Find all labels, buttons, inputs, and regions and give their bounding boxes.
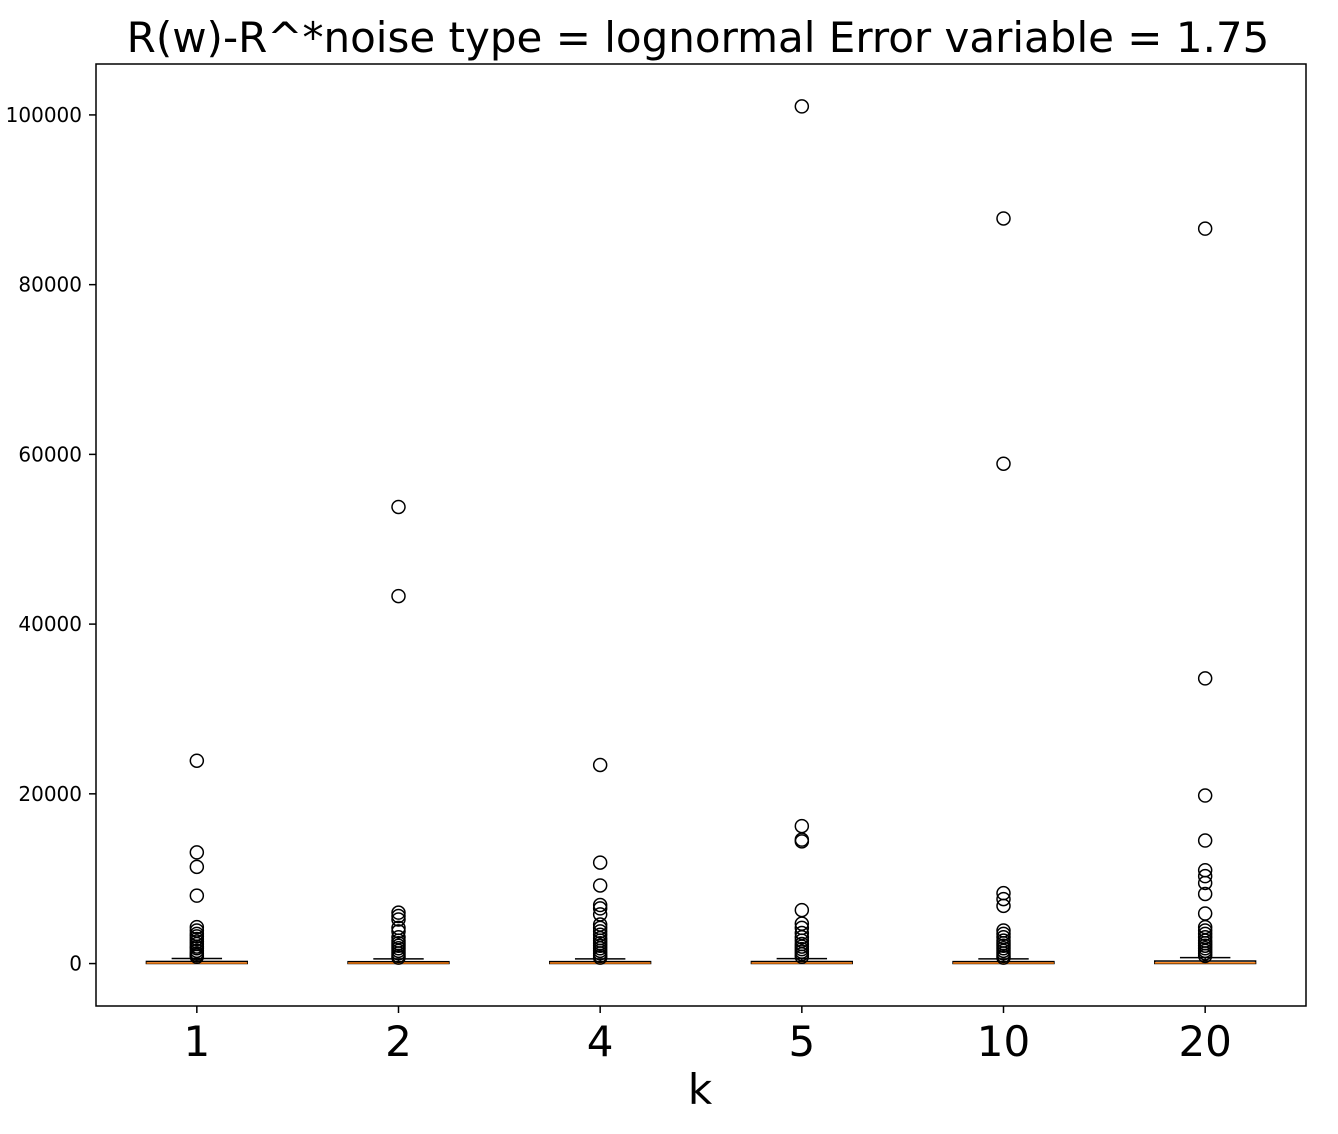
flier-point: [794, 949, 810, 965]
x-tick-label: 1: [183, 1017, 210, 1066]
y-tick-label: 0: [69, 952, 82, 976]
box-group-k-5: [750, 99, 854, 965]
flier-point: [1197, 886, 1213, 902]
flier-point: [996, 891, 1011, 907]
box-group-k-1: [145, 753, 249, 965]
y-tick-label: 60000: [18, 442, 82, 466]
x-tick-label: 2: [385, 1017, 412, 1066]
x-tick-label: 20: [1178, 1017, 1231, 1066]
plot-frame: [95, 63, 1307, 1007]
flier-point: [391, 924, 406, 939]
flier-point: [1197, 948, 1213, 964]
flier-point: [1197, 788, 1213, 803]
flier-point: [592, 878, 608, 893]
x-tick-label: 10: [977, 1017, 1030, 1066]
flier-point: [592, 855, 608, 870]
flier-point: [794, 930, 810, 945]
flier-point: [794, 834, 810, 849]
flier-point: [794, 818, 810, 834]
flier-point: [794, 99, 810, 114]
flier-point: [996, 456, 1011, 471]
flier-point: [592, 897, 608, 913]
x-tick-label: 4: [587, 1017, 614, 1066]
flier-point: [996, 211, 1011, 226]
flier-point: [391, 499, 406, 515]
flier-point: [189, 919, 205, 935]
box-group-k-20: [1154, 221, 1257, 965]
flier-point: [794, 902, 810, 918]
flier-point: [391, 905, 406, 920]
flier-point: [189, 845, 205, 860]
flier-point: [1197, 875, 1213, 891]
flier-point: [189, 859, 205, 875]
y-tick-label: 80000: [18, 273, 82, 297]
box-group-k-4: [549, 757, 652, 965]
boxes-layer: [145, 99, 1257, 965]
flier-point: [592, 924, 608, 939]
x-axis-label: k: [688, 1065, 713, 1114]
flier-point: [391, 908, 406, 924]
flier-point: [1197, 671, 1213, 686]
flier-point: [592, 757, 608, 773]
flier-point: [996, 898, 1011, 914]
flier-point: [592, 901, 608, 916]
y-tick-label: 100000: [6, 103, 82, 127]
y-tick-label: 20000: [18, 782, 82, 806]
flier-point: [592, 950, 608, 965]
flier-point: [1197, 926, 1213, 942]
flier-point: [1197, 868, 1213, 884]
x-tick-label: 5: [788, 1017, 815, 1066]
box-group-k-2: [347, 499, 450, 965]
chart-title: R(w)-R^*noise type = lognormal Error var…: [127, 13, 1270, 62]
flier-point: [996, 950, 1011, 965]
y-tick-label: 40000: [18, 612, 82, 636]
box-group-k-10: [952, 211, 1055, 965]
flier-point: [1197, 906, 1213, 921]
flier-point: [189, 888, 205, 903]
flier-point: [391, 588, 406, 604]
flier-point: [391, 912, 406, 927]
flier-point: [391, 950, 406, 965]
y-axis: 0 20000 40000 60000 80000 100000: [6, 103, 96, 976]
x-axis: 1 2 4 5 10 20: [183, 1006, 1232, 1066]
flier-point: [1197, 833, 1213, 848]
flier-point: [996, 926, 1011, 942]
flier-point: [1197, 221, 1213, 236]
flier-point: [189, 753, 205, 768]
flier-point: [189, 949, 205, 965]
